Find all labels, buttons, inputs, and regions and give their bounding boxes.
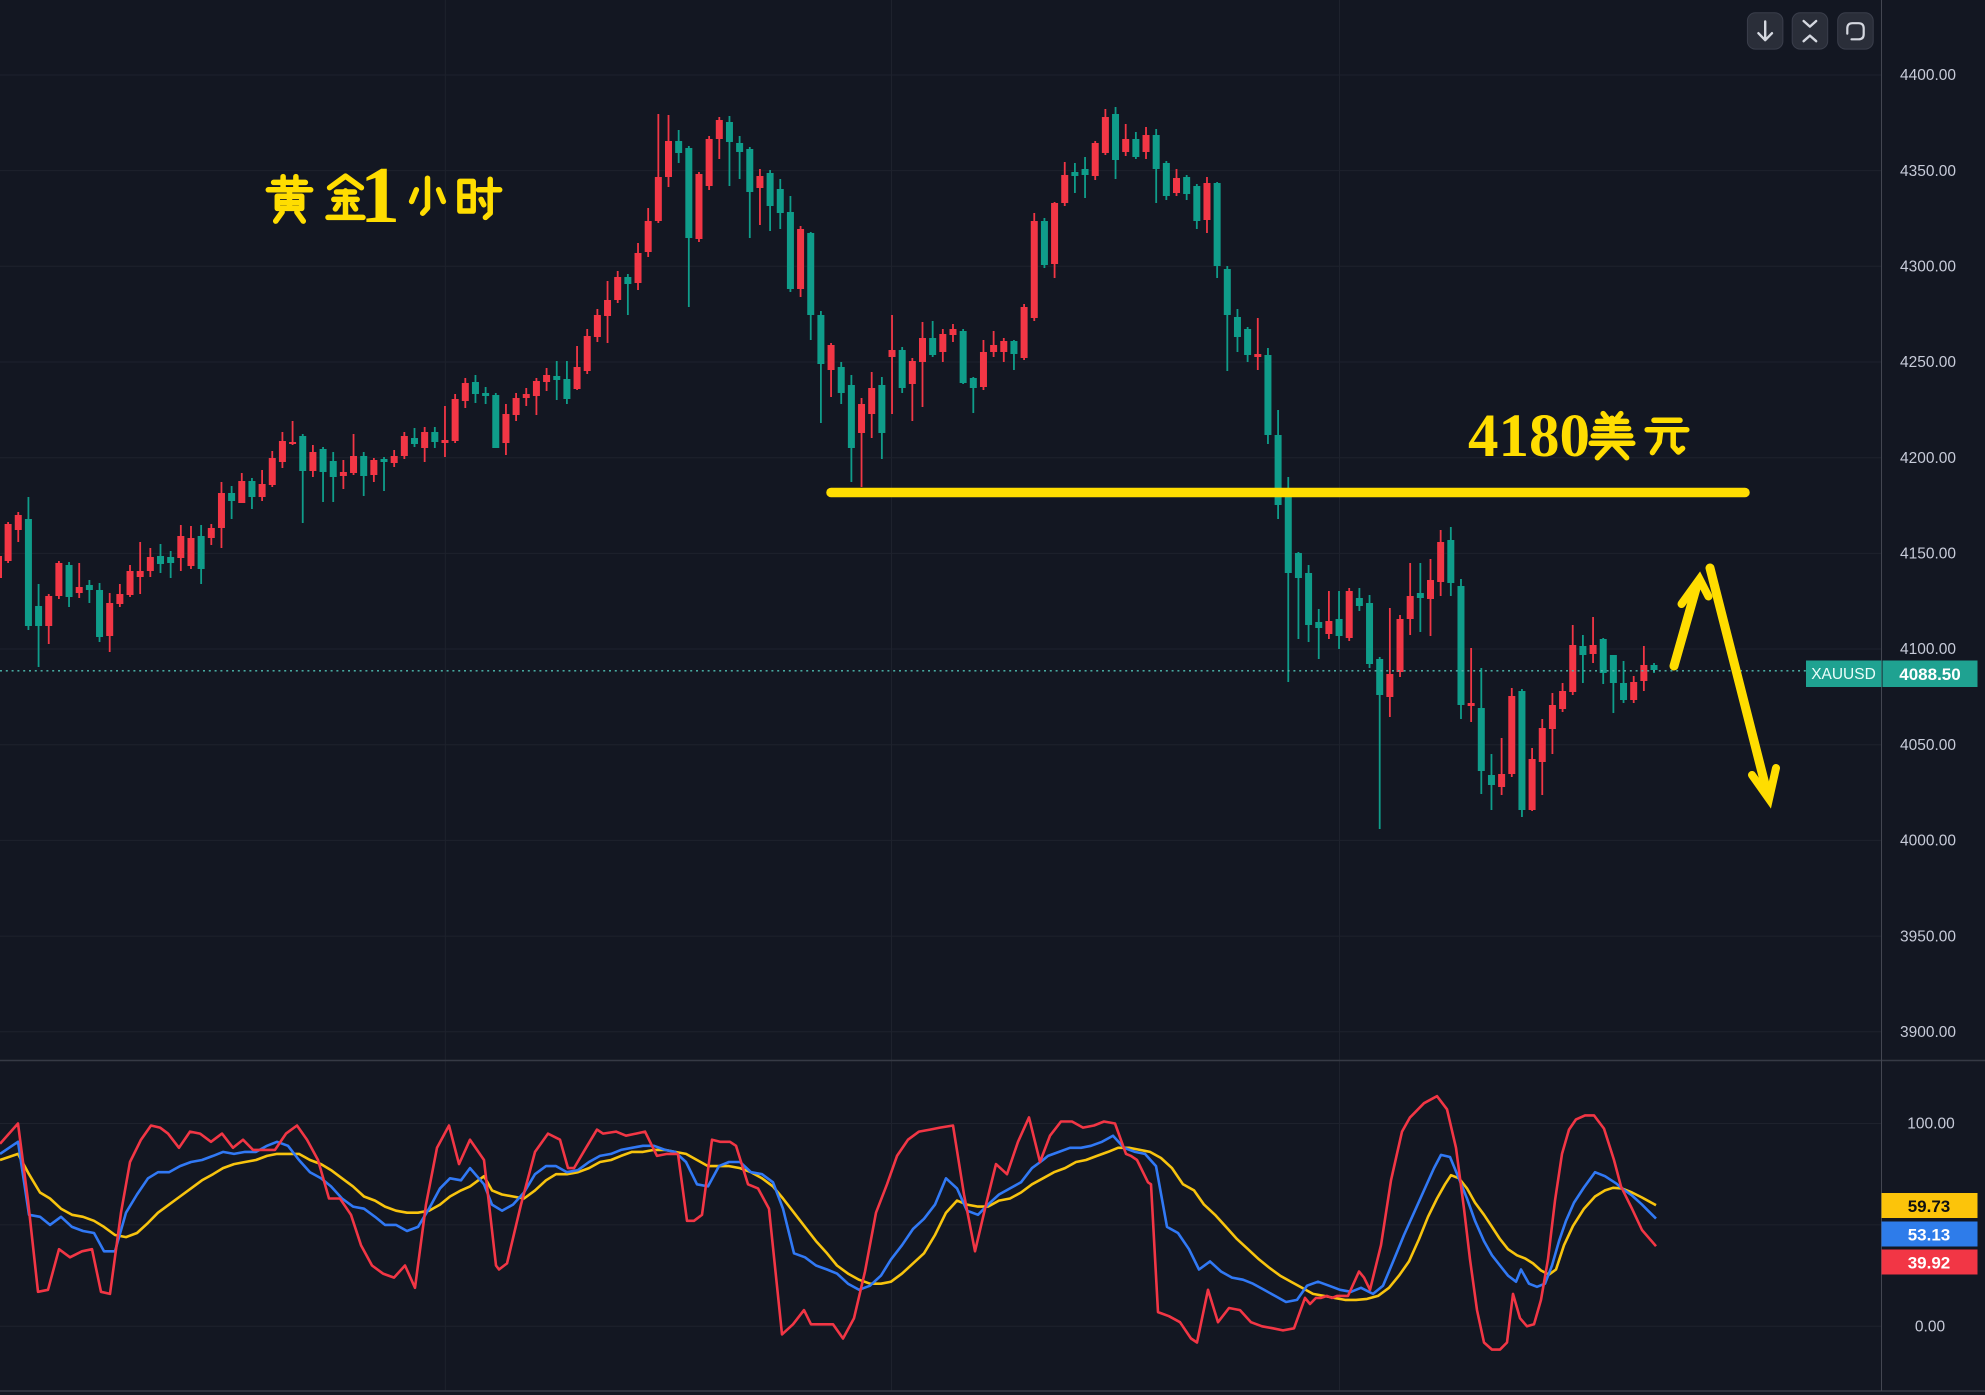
svg-text:100.00: 100.00 xyxy=(1907,1116,1955,1133)
svg-text:4100.00: 4100.00 xyxy=(1900,641,1956,658)
svg-text:4400.00: 4400.00 xyxy=(1900,67,1956,84)
svg-text:3900.00: 3900.00 xyxy=(1900,1024,1956,1041)
svg-text:4250.00: 4250.00 xyxy=(1900,354,1956,371)
svg-text:39.92: 39.92 xyxy=(1908,1254,1951,1273)
svg-text:0.00: 0.00 xyxy=(1915,1319,1946,1336)
svg-text:4150.00: 4150.00 xyxy=(1900,546,1956,563)
svg-text:4200.00: 4200.00 xyxy=(1900,450,1956,467)
svg-text:53.13: 53.13 xyxy=(1908,1226,1951,1245)
svg-text:59.73: 59.73 xyxy=(1908,1197,1951,1216)
svg-text:4050.00: 4050.00 xyxy=(1900,737,1956,754)
svg-text:4350.00: 4350.00 xyxy=(1900,163,1956,180)
svg-text:XAUUSD: XAUUSD xyxy=(1811,666,1876,683)
svg-text:4300.00: 4300.00 xyxy=(1900,259,1956,276)
svg-text:4000.00: 4000.00 xyxy=(1900,833,1956,850)
svg-text:3950.00: 3950.00 xyxy=(1900,928,1956,945)
svg-text:4088.50: 4088.50 xyxy=(1899,665,1960,684)
